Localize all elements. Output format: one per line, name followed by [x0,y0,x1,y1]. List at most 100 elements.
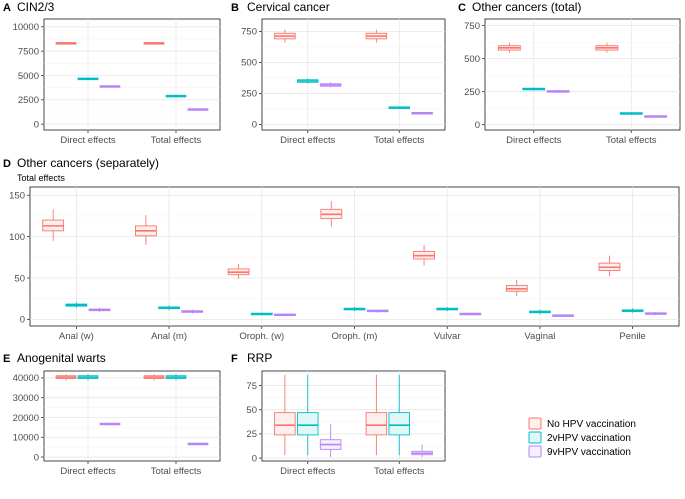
box-body [274,412,296,436]
box-body [297,412,319,436]
y-tick-label: 75 [246,381,257,392]
panel-letter: A [3,2,11,14]
box-v2 [388,374,410,456]
x-tick-label: Total effects [151,135,202,146]
box-v2 [65,302,88,308]
box-v9 [411,112,433,115]
panel-c-plot-area [484,18,681,131]
y-tick-label: 25 [246,429,257,440]
y-tick-label: 20000 [13,413,39,424]
y-tick-label: 500 [464,54,480,65]
panel-b: B Cervical cancer 0 250 500 750 Direct effec… [231,0,446,146]
box-no_hpv [143,42,165,45]
box-no_hpv [365,374,388,456]
panel-f: F RRP 0 25 50 75 Direct effects Total effects [231,351,446,477]
legend-key-no-hpv [528,417,542,430]
legend-key-9vhpv [528,445,542,458]
x-tick-label: Oroph. (m) [332,331,378,342]
box-v2 [158,305,180,311]
y-tick-label: 500 [241,58,257,69]
y-tick-label: 100 [9,232,25,243]
x-tick-label: Total effects [374,466,425,477]
x-tick-label: Total effects [374,135,425,146]
y-tick-label: 0 [34,452,39,463]
y-tick-label: 250 [241,89,257,100]
box-no_hpv [55,374,77,381]
x-tick-label: Total effects [606,135,657,146]
y-tick-label: 7500 [18,46,39,57]
box-v9 [366,309,389,313]
panel-title: CIN2/3 [17,0,55,14]
panel-letter: B [231,2,239,14]
box-v2 [165,94,187,98]
box-no_hpv [505,279,528,297]
y-tick-label: 750 [241,27,257,38]
x-tick-label: Direct effects [280,466,336,477]
legend: No HPV vaccination 2vHPV vaccination 9vH… [528,417,636,458]
y-tick-label: 150 [9,191,25,202]
box-v2 [343,306,366,312]
box-no_hpv [497,42,521,53]
box-v2 [297,78,319,84]
panel-title: Other cancers (total) [472,0,581,14]
y-tick-label: 0 [475,120,480,131]
box-v2 [619,112,643,115]
box-v2 [77,77,99,81]
box-v2 [436,306,459,312]
x-tick-label: Direct effects [60,135,116,146]
box-v2 [529,309,551,315]
y-tick-label: 10000 [13,22,39,33]
box-v9 [411,444,433,458]
x-tick-label: Anal (m) [151,331,187,342]
box-v2 [165,374,187,381]
legend-label: 9vHPV vaccination [547,447,631,458]
panel-title: Cervical cancer [247,0,330,14]
legend-item: No HPV vaccination [528,417,636,430]
panel-d: D Other cancers (separately) Total effec… [3,156,680,342]
box-no_hpv [143,374,165,381]
box-v9 [644,115,668,118]
y-tick-label: 50 [14,273,25,284]
box-no_hpv [274,374,296,456]
x-tick-label: Vaginal [524,331,555,342]
box-body [388,412,410,436]
panel-letter: E [3,353,10,365]
y-tick-label: 750 [464,21,480,32]
y-tick-label: 10000 [13,433,39,444]
box-no_hpv [365,29,388,43]
box-v2 [297,374,319,456]
box-v9 [319,424,342,458]
box-v9 [99,422,121,426]
box-v9 [319,82,342,88]
panel-letter: F [231,353,238,365]
y-tick-label: 0 [20,315,25,326]
box-v2 [621,308,644,313]
x-tick-label: Direct effects [506,135,562,146]
y-tick-label: 2500 [18,95,39,106]
box-no_hpv [55,42,77,45]
panel-e: E Anogenital warts 0 10000 20000 30000 40000… [3,351,221,477]
box-no_hpv [595,42,619,53]
box-v9 [274,313,296,317]
box-v2 [522,87,546,91]
y-tick-label: 30000 [13,393,39,404]
box-no_hpv [320,201,343,227]
box-v2 [77,374,99,381]
box-v2 [250,312,273,316]
panel-c: C Other cancers (total) 0 250 500 750 Direct… [458,0,681,146]
box-no_hpv [135,215,157,245]
panel-e-plot-area [43,370,221,462]
box-v9 [644,311,667,316]
panel-title: Other cancers (separately) [17,156,159,170]
box-v9 [181,309,204,314]
box-no_hpv [598,255,621,277]
box-no_hpv [227,263,250,279]
legend-item: 2vHPV vaccination [528,431,631,444]
box-v9 [187,442,209,446]
panel-a: A CIN2/3 0 2500 5000 7500 10000 Direct effect… [3,0,221,146]
x-tick-label: Total effects [151,466,202,477]
box-body [365,412,388,436]
box-v9 [546,89,570,93]
box-v9 [99,85,121,88]
